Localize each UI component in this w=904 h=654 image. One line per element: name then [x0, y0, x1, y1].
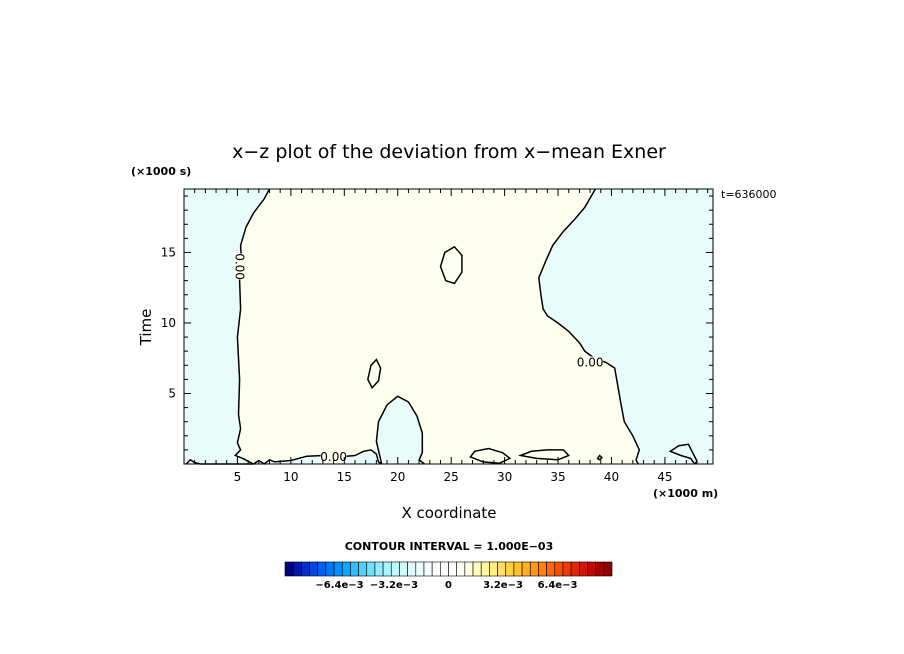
contour-label: 0.00 [320, 450, 347, 464]
x-tick-label: 15 [337, 470, 352, 484]
contour-labels: 0.00 0.00 0.00 [233, 253, 604, 464]
colorbar-box [309, 561, 318, 577]
colorbar-box [529, 561, 539, 577]
contour-label: 0.00 [233, 253, 247, 280]
colorbar-box [341, 561, 351, 577]
contour-small-closed-4 [517, 449, 571, 461]
svg-text:0.00: 0.00 [320, 450, 347, 464]
x-tick-label: 5 [234, 470, 242, 484]
colorbar-box [284, 561, 294, 577]
colorbar-box [440, 561, 449, 577]
y-axis-label: Time [137, 309, 155, 347]
colorbar-box [423, 561, 433, 577]
colorbar-box [505, 561, 515, 577]
y-tick-label: 15 [161, 245, 176, 259]
svg-text:0.00: 0.00 [233, 253, 247, 280]
x-tick-labels: 5 10 15 20 25 30 35 40 45 [234, 470, 673, 484]
time-label: t=636000 [721, 188, 777, 201]
contour-small-closed-1 [439, 245, 463, 285]
chart-title: x−z plot of the deviation from x−mean Ex… [232, 141, 666, 163]
colorbar-box [317, 561, 327, 577]
colorbar-tick-labels: −6.4e−3 −3.2e−3 0 3.2e−3 6.4e−3 [315, 580, 577, 591]
colorbar-box [578, 561, 588, 577]
x-unit-label: (×1000 m) [653, 487, 718, 500]
contour-corner-right [668, 443, 698, 465]
colorbar-box [570, 561, 580, 577]
colorbar-box [399, 561, 408, 577]
colorbar-box [538, 561, 547, 577]
dome-negative-region [376, 396, 425, 464]
x-tick-label: 45 [657, 470, 672, 484]
colorbar-box [513, 561, 523, 577]
colorbar-box [464, 561, 474, 577]
colorbar-box [497, 561, 507, 577]
colorbar-box [301, 561, 310, 577]
colorbar-tick-label: 6.4e−3 [538, 580, 578, 591]
contour-small-closed-2 [367, 358, 382, 390]
x-tick-label: 30 [497, 470, 512, 484]
colorbar-tick-label: −6.4e−3 [315, 580, 363, 591]
y-tick-labels: 5 10 15 [161, 245, 176, 400]
contour-right-boundary [538, 188, 641, 465]
contour-small-closed-3 [469, 447, 512, 465]
colorbar-box [554, 561, 564, 577]
colorbar-box [595, 561, 605, 577]
x-tick-label: 25 [444, 470, 459, 484]
colorbar-box [333, 561, 343, 577]
y-unit-label: (×1000 s) [131, 165, 191, 178]
colorbar-tick-label: −3.2e−3 [370, 580, 418, 591]
contour-left-boundary [233, 188, 271, 465]
colorbar-box [431, 561, 441, 577]
x-tick-label: 10 [283, 470, 298, 484]
plot-frame [183, 188, 714, 465]
x-tick-label: 40 [604, 470, 619, 484]
colorbar-box [325, 561, 335, 577]
contour-small-closed-5 [596, 454, 603, 461]
colorbar-box [562, 561, 572, 577]
colorbar-box [292, 561, 302, 577]
colorbar-box [603, 561, 613, 577]
colorbar-box [489, 561, 498, 577]
contour-interval-label: CONTOUR INTERVAL = 1.000E−03 [345, 540, 554, 553]
colorbar-box [521, 561, 531, 577]
contour-label: 0.00 [577, 355, 604, 369]
colorbar-box [456, 561, 466, 577]
colorbar-tick-label: 3.2e−3 [483, 580, 523, 591]
svg-text:0.00: 0.00 [577, 355, 604, 369]
y-tick-label: 10 [161, 316, 176, 330]
colorbar-box [358, 561, 368, 577]
y-tick-label: 5 [168, 386, 176, 400]
colorbar-box [587, 561, 596, 577]
colorbar-box [374, 561, 384, 577]
colorbar-box [407, 561, 417, 577]
colorbar [284, 561, 613, 577]
colorbar-box [448, 561, 457, 577]
positive-region [186, 189, 640, 464]
x-tick-label: 20 [390, 470, 405, 484]
plot-area: 0.00 0.00 0.00 [183, 188, 714, 465]
axis-ticks [184, 189, 713, 464]
colorbar-box [382, 561, 392, 577]
colorbar-box [546, 561, 556, 577]
colorbar-box [480, 561, 490, 577]
colorbar-box [472, 561, 482, 577]
colorbar-tick-label: 0 [445, 580, 452, 591]
colorbar-box [366, 561, 376, 577]
x-tick-label: 35 [550, 470, 565, 484]
colorbar-box [390, 561, 400, 577]
colorbar-box [415, 561, 425, 577]
contour-dome-base [375, 395, 425, 465]
colorbar-box [350, 561, 359, 577]
x-axis-label: X coordinate [401, 504, 496, 522]
